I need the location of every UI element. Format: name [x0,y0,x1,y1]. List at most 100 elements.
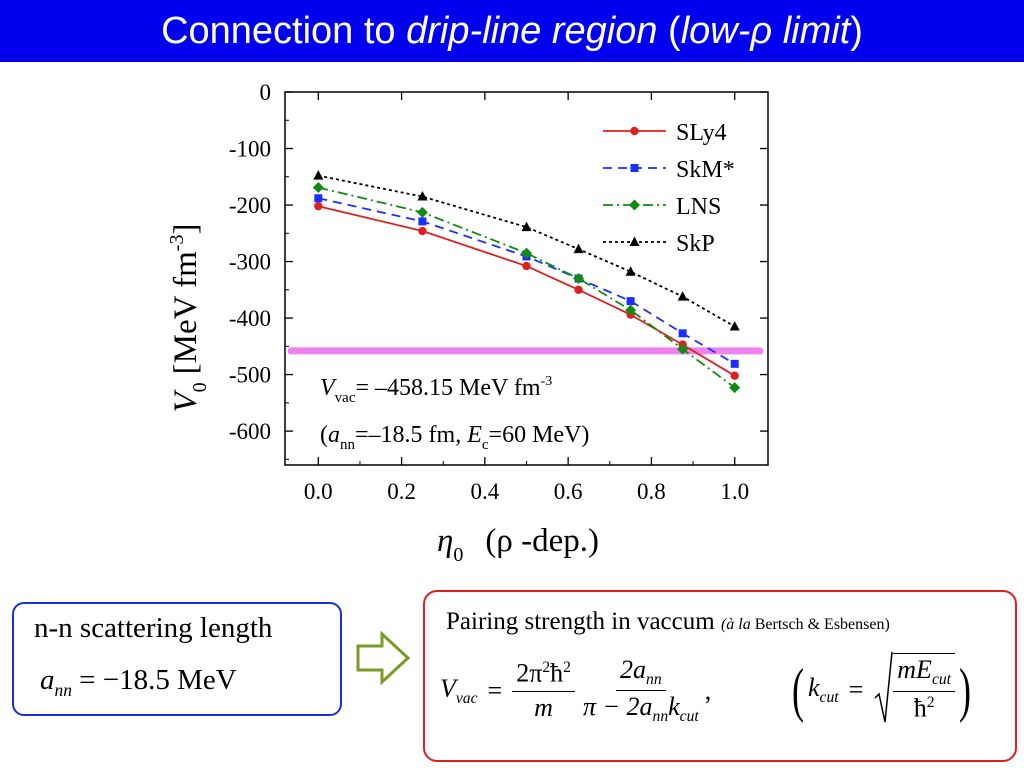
data-point-lns [677,343,689,355]
y-axis-label: V0 [MeV fm-3] [166,224,211,413]
pairing-cite-prefix: (à la [720,616,755,633]
data-point-skp [573,243,584,254]
vvac-formula: Vvac = 2π2ħ2 m 2ann π − 2annkcut , [440,655,712,726]
ann-frac-num-sub: nn [646,671,662,689]
scattering-length-formula: ann = −18.5 MeV [40,664,237,701]
annotation-c-sub: c [482,437,489,453]
data-point-skp [521,221,532,232]
y-tick-label: 0 [260,80,272,105]
kcut-den: ħ [913,693,927,723]
annotation-vvac-rest: = –458.15 MeV fm [356,375,541,401]
ann-sub: nn [54,679,72,700]
data-point-lns [573,273,585,284]
prefactor-den: m [534,692,553,722]
ann-frac-num: 2a [620,655,647,684]
title-prefix: Connection to [161,10,407,52]
ann-frac-den-k: k [668,692,680,722]
x-axis-sub: 0 [453,544,463,566]
kcut-den-sup: 2 [926,693,935,711]
x-axis-label: η0 (ρ -dep.) [437,523,599,566]
y-tick-label: -500 [229,363,271,388]
prefactor-num-sup: 2 [542,659,551,677]
data-point-lns [521,247,532,259]
legend-marker-sly4 [630,126,639,136]
y-tick-label: -600 [229,419,271,444]
right-arrow-icon [356,630,411,686]
kcut-formula: ( kcut = mEcut ħ2 ) [788,650,975,730]
title-rho: ρ [750,10,773,52]
legend-label-skm: SkM* [676,157,735,183]
y-axis-sub: 0 [189,382,211,392]
y-axis-symbol: V [168,388,204,412]
series-line-lns [318,186,736,389]
y-tick-label: -100 [229,137,271,162]
slide-title: Connection to drip-line region (low-ρ li… [0,0,1024,62]
ann-frac-den-cut: cut [679,708,699,726]
kcut-num-sub: cut [931,671,951,689]
kcut-sub: cut [819,689,839,707]
x-tick-label: 0.4 [470,479,499,504]
scattering-length-box [12,602,342,716]
y-tick-label: -400 [229,306,271,331]
kcut-right-paren: ) [958,656,971,723]
annotation-e-symbol: E [466,422,482,448]
data-point-skp [729,321,740,331]
fraction-kcut: mEcut ħ2 [893,653,955,723]
plot-frame [284,91,769,466]
annotation-rest: =60 MeV) [489,422,590,448]
title-emph-drip-line: drip-line region [406,10,658,52]
x-tick-label: 1.0 [720,479,749,504]
prefactor-hbar: ħ [550,659,564,689]
x-tick-label: 0.8 [637,479,666,504]
y-tick-label: -300 [229,250,271,275]
title-suffix: ) [850,10,863,52]
annotation-open: ( [320,422,328,448]
series-skp [313,170,740,331]
legend-marker-skm [630,164,639,172]
data-point-sly4 [522,261,531,271]
title-emph-limit: limit [772,10,851,52]
pairing-cite-rest: Bertsch & Esbensen) [754,616,890,633]
data-point-skp [625,266,636,276]
y-axis-rest: [MeV fm [168,251,204,374]
data-point-skp [313,170,324,180]
kcut-left-paren: ( [791,656,804,723]
data-point-lns [625,304,637,316]
prefactor-hbar-sup: 2 [563,659,571,677]
legend-label-skp: SkP [676,231,715,257]
ann-frac-den-sub: nn [652,708,669,726]
annotation-v-symbol: V [320,375,337,401]
data-point-skm [626,297,635,306]
data-point-skm [678,329,687,338]
formula-comma: , [704,675,712,705]
annotation-a-symbol: a [328,422,340,448]
data-point-sly4 [574,285,583,295]
kcut-equals: = [848,675,864,704]
legend-label-sly4: SLy4 [676,120,727,146]
vvac-sub: vac [455,689,478,707]
data-point-skm [418,217,427,226]
title-bar [0,0,1024,62]
kcut-symbol: k [807,672,820,702]
x-axis-symbol: η [437,523,453,559]
annotation-params: (ann=–18.5 fm, Ec=60 MeV) [320,422,589,453]
x-tick-label: 0.2 [387,479,416,504]
legend-marker-skp [629,236,640,246]
y-axis-close: ] [168,224,204,235]
data-point-sly4 [418,226,427,236]
legend-label-lns: LNS [676,194,721,220]
x-tick-label: 0.6 [554,479,583,504]
annotation-vvac: Vvac= –458.15 MeV fm-3 [320,374,552,406]
prefactor-num: 2π [516,659,543,689]
annotation-vvac-sup: -3 [541,374,553,389]
ann-frac-den: π − 2a [582,692,653,722]
data-point-lns [416,206,428,218]
scattering-length-label: n-n scattering length [34,612,273,644]
data-point-skm [314,194,323,203]
y-tick-label: -200 [229,193,271,218]
data-point-sly4 [314,201,323,211]
data-point-skp [677,291,688,301]
series-lns [312,182,741,394]
title-emph-low: low- [680,10,751,52]
pairing-strength-box [423,590,1017,762]
